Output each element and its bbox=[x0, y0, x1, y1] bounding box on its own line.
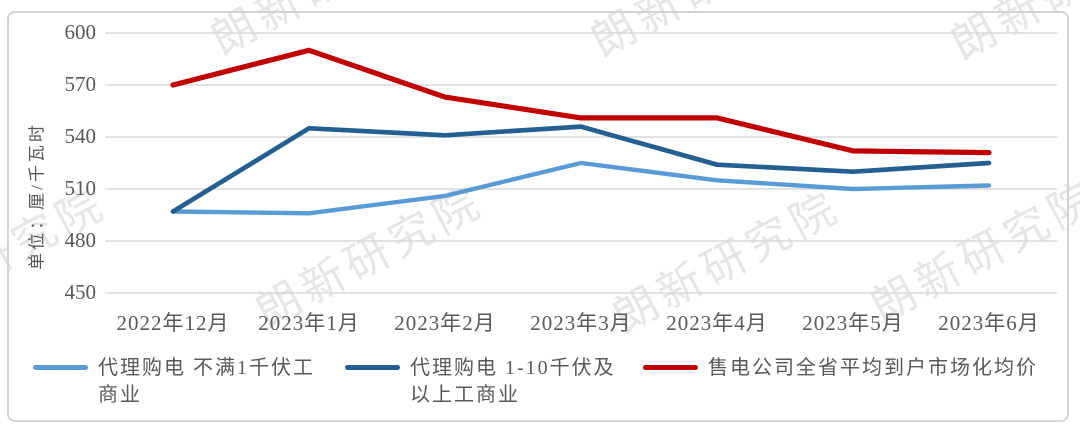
x-tick-label: 2023年2月 bbox=[394, 311, 496, 335]
y-tick-label: 570 bbox=[64, 72, 97, 96]
y-tick-label: 480 bbox=[64, 228, 97, 252]
series-line-0 bbox=[170, 160, 992, 216]
y-tick-label: 510 bbox=[64, 176, 97, 200]
legend-swatch bbox=[345, 365, 400, 370]
y-tick-label: 600 bbox=[64, 20, 97, 44]
x-tick-label: 2023年1月 bbox=[258, 311, 360, 335]
x-tick-label: 2023年5月 bbox=[802, 311, 904, 335]
legend-swatch bbox=[643, 365, 698, 370]
legend-label: 售电公司全省平均到户市场化均价 bbox=[708, 357, 1038, 379]
legend-swatch bbox=[33, 365, 88, 370]
series-line-1 bbox=[170, 124, 992, 214]
y-tick-label: 450 bbox=[64, 280, 97, 304]
x-tick-label: 2023年6月 bbox=[938, 311, 1040, 335]
y-tick-label: 540 bbox=[64, 124, 97, 148]
legend-label: 代理购电 1-10千伏及 以上工商业 bbox=[410, 357, 616, 406]
chart-frame bbox=[7, 11, 1069, 422]
x-tick-label: 2023年3月 bbox=[530, 311, 632, 335]
x-tick-label: 2023年4月 bbox=[666, 311, 768, 335]
x-tick-label: 2022年12月 bbox=[116, 311, 230, 335]
legend-label: 代理购电 不满1千伏工 商业 bbox=[98, 357, 315, 406]
series-line-2 bbox=[170, 47, 992, 156]
